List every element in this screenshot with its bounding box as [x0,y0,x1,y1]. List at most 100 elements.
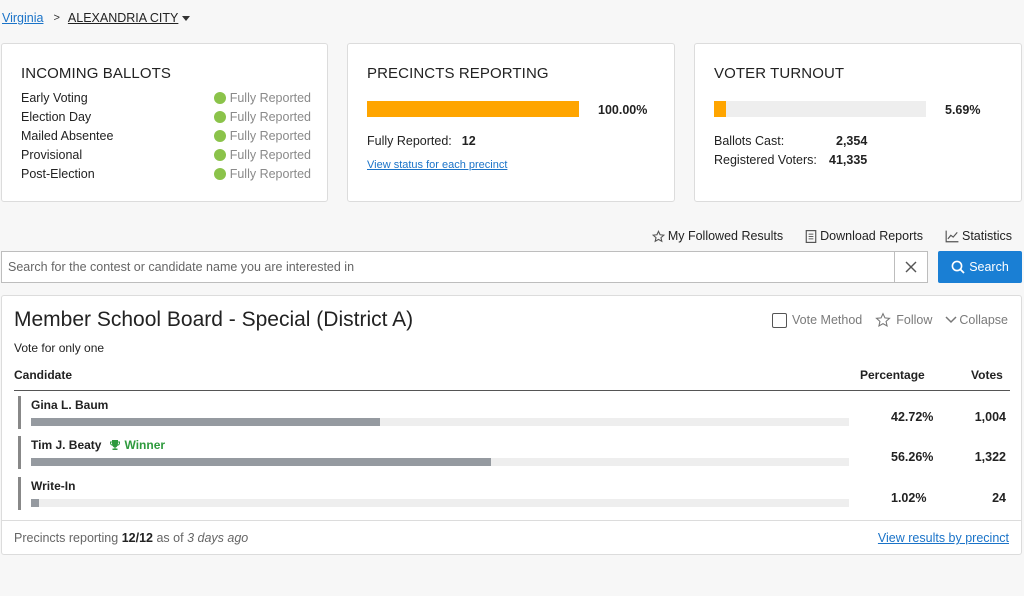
candidate-votes: 24 [992,491,1006,505]
winner-badge: Winner [109,438,165,452]
ballots-cast-value: 2,354 [836,134,868,148]
incoming-ballots-card: INCOMING BALLOTS Early Voting Fully Repo… [1,43,328,202]
document-icon [805,229,817,243]
my-followed-results-button[interactable]: My Followed Results [651,229,784,243]
vote-method-toggle[interactable]: Vote Method [772,312,862,328]
candidate-votes: 1,322 [974,450,1006,464]
footer-count: 12/12 [121,531,153,545]
registered-voters-label: Registered Voters: [714,153,817,167]
ballot-row: Election Day Fully Reported [21,108,311,126]
contest-actions: Vote Method Follow Collapse [772,312,1008,328]
candidate-row: Tim J. Beaty Winner 56.26% 1,322 [18,436,1010,469]
view-results-by-precinct-link[interactable]: View results by precinct [877,531,1009,545]
star-icon [875,312,892,327]
ballot-status: Fully Reported [213,148,311,162]
county-dropdown[interactable]: ALEXANDRIA CITY [67,11,191,25]
search-icon [951,260,965,274]
ballot-status-text: Fully Reported [229,91,311,105]
ballot-status: Fully Reported [213,91,311,105]
turnout-progress-bar [714,101,926,117]
statistics-button[interactable]: Statistics [945,229,1012,243]
ballot-row: Post-Election Fully Reported [21,165,311,183]
column-header-votes: Votes [971,368,1003,382]
contest-card: Member School Board - Special (District … [1,295,1022,555]
status-dot-icon [213,149,226,161]
candidate-percent: 56.26% [891,450,934,464]
precincts-percent: 100.00% [598,103,648,117]
star-icon [651,229,665,242]
clear-search-button[interactable] [894,251,928,283]
contest-title: Member School Board - Special (District … [14,308,414,331]
collapse-label: Collapse [959,313,1008,327]
registered-voters-row: Registered Voters: 41,335 [714,153,867,167]
results-toolbar: My Followed Results Download Reports Sta… [651,229,1012,243]
ballot-status-text: Fully Reported [229,167,311,181]
status-dot-icon [213,92,226,104]
caret-down-icon [182,16,191,22]
ballots-cast-label: Ballots Cast: [714,134,785,148]
candidate-name-cell: Gina L. Baum [31,398,108,412]
view-precinct-status-link[interactable]: View status for each precinct [367,159,508,171]
candidate-vote-fill [31,458,492,466]
search-input[interactable] [1,251,894,283]
candidate-name-cell: Tim J. Beaty Winner [31,438,165,452]
ballot-row: Provisional Fully Reported [21,146,311,164]
status-dot-icon [213,111,226,123]
ballot-status: Fully Reported [213,167,311,181]
fully-reported-label: Fully Reported: [367,134,452,148]
download-reports-button[interactable]: Download Reports [805,229,923,243]
search-button[interactable]: Search [938,251,1022,283]
vote-method-label: Vote Method [792,313,863,327]
footer-time: 3 days ago [187,531,249,545]
precincts-progress-bar [367,101,579,117]
candidate-name: Gina L. Baum [31,398,109,412]
candidate-percent: 1.02% [891,491,927,505]
turnout-percent: 5.69% [945,103,981,117]
vote-method-checkbox[interactable] [772,312,788,328]
county-label: ALEXANDRIA CITY [67,11,179,25]
breadcrumb-state-link[interactable]: Virginia [2,11,44,25]
voter-turnout-title: VOTER TURNOUT [714,65,845,82]
precincts-reporting-title: PRECINCTS REPORTING [367,65,549,82]
candidate-vote-bar [31,418,849,426]
chevron-down-icon [945,316,957,324]
candidate-row: Write-In 1.02% 24 [18,477,1010,510]
footer-prefix: Precincts reporting [14,531,119,545]
ballot-type-label: Early Voting [21,91,88,105]
chart-line-icon [945,230,959,242]
ballot-row: Mailed Absentee Fully Reported [21,127,311,145]
candidate-vote-bar [31,458,849,466]
download-reports-label: Download Reports [820,229,923,243]
ballot-status-text: Fully Reported [229,148,311,162]
precincts-fully-reported: Fully Reported: 12 [367,134,476,148]
follow-button[interactable]: Follow [875,312,932,328]
candidate-name-cell: Write-In [31,479,75,493]
header-divider [14,390,1010,391]
ballot-type-label: Election Day [21,110,92,124]
column-header-percentage: Percentage [860,368,925,382]
status-dot-icon [213,168,226,180]
ballot-status-text: Fully Reported [229,110,311,124]
candidate-votes: 1,004 [974,410,1006,424]
search-bar: Search [1,251,1022,283]
incoming-ballots-title: INCOMING BALLOTS [21,65,171,82]
precincts-reporting-footer: Precincts reporting 12/12 as of 3 days a… [14,531,248,545]
ballot-status: Fully Reported [213,129,311,143]
ballot-status: Fully Reported [213,110,311,124]
close-icon [905,261,917,273]
candidate-percent: 42.72% [891,410,934,424]
my-followed-results-label: My Followed Results [667,229,784,243]
candidate-vote-fill [31,418,381,426]
fully-reported-value: 12 [461,134,476,148]
collapse-button[interactable]: Collapse [945,312,1008,328]
ballot-type-label: Post-Election [21,167,95,181]
registered-voters-value: 41,335 [829,153,868,167]
footer-divider [2,520,1021,521]
search-button-label: Search [969,260,1009,274]
voter-turnout-card: VOTER TURNOUT 5.69% Ballots Cast: 2,354 … [694,43,1022,202]
ballot-type-label: Mailed Absentee [21,129,114,143]
status-dot-icon [213,130,226,142]
ballot-type-label: Provisional [21,148,83,162]
winner-label: Winner [124,438,166,452]
column-header-candidate: Candidate [14,368,73,382]
